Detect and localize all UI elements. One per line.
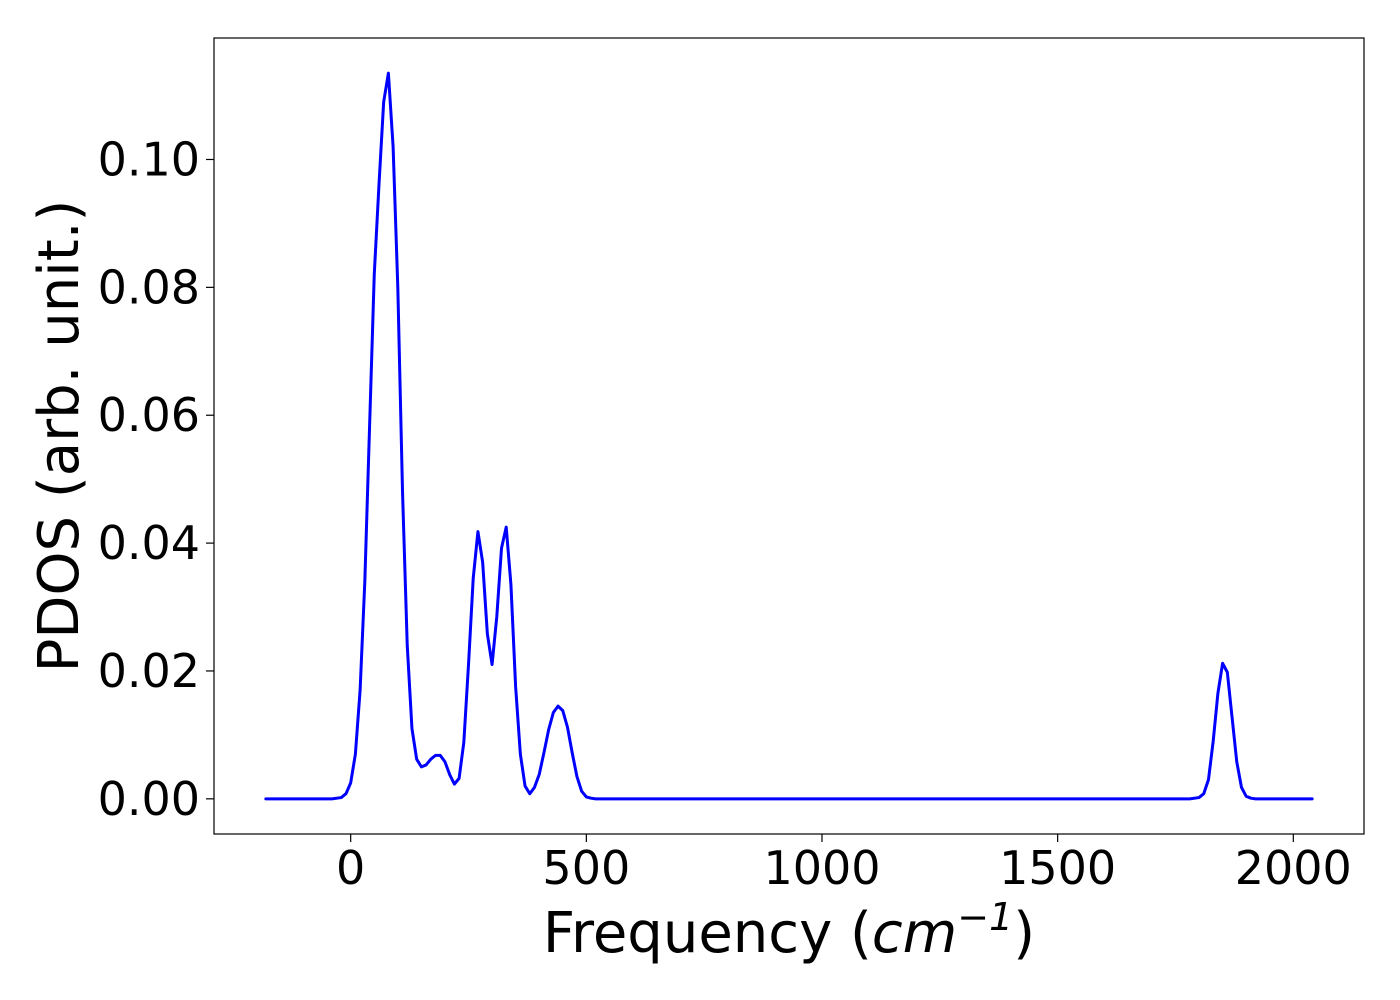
x-axis: 0 500 1000 1500 2000 bbox=[336, 834, 1352, 895]
x-tick-label: 1500 bbox=[999, 841, 1116, 895]
x-tick-label: 0 bbox=[336, 841, 365, 895]
y-tick-label: 0.08 bbox=[98, 260, 200, 314]
y-tick-label: 0.04 bbox=[98, 516, 200, 570]
y-axis: 0.00 0.02 0.04 0.06 0.08 0.10 bbox=[98, 132, 214, 826]
series-line bbox=[264, 71, 1314, 801]
x-axis-label: Frequency (cm−1) bbox=[543, 895, 1035, 966]
plot-frame bbox=[213, 37, 1365, 835]
y-tick-label: 0.02 bbox=[98, 644, 200, 698]
x-tick-label: 500 bbox=[542, 841, 630, 895]
y-tick-label: 0.06 bbox=[98, 388, 200, 442]
x-axis-label-unit: cm bbox=[872, 901, 957, 966]
x-tick-label: 2000 bbox=[1235, 841, 1352, 895]
y-tick-label: 0.00 bbox=[98, 772, 200, 826]
y-tick-label: 0.10 bbox=[98, 132, 200, 186]
x-axis-label-prefix: Frequency ( bbox=[543, 901, 872, 966]
x-axis-label-suffix: ) bbox=[1013, 901, 1035, 966]
y-axis-label: PDOS (arb. unit.) bbox=[27, 200, 92, 673]
x-axis-label-exponent: −1 bbox=[957, 895, 1013, 939]
x-tick-label: 1000 bbox=[763, 841, 880, 895]
